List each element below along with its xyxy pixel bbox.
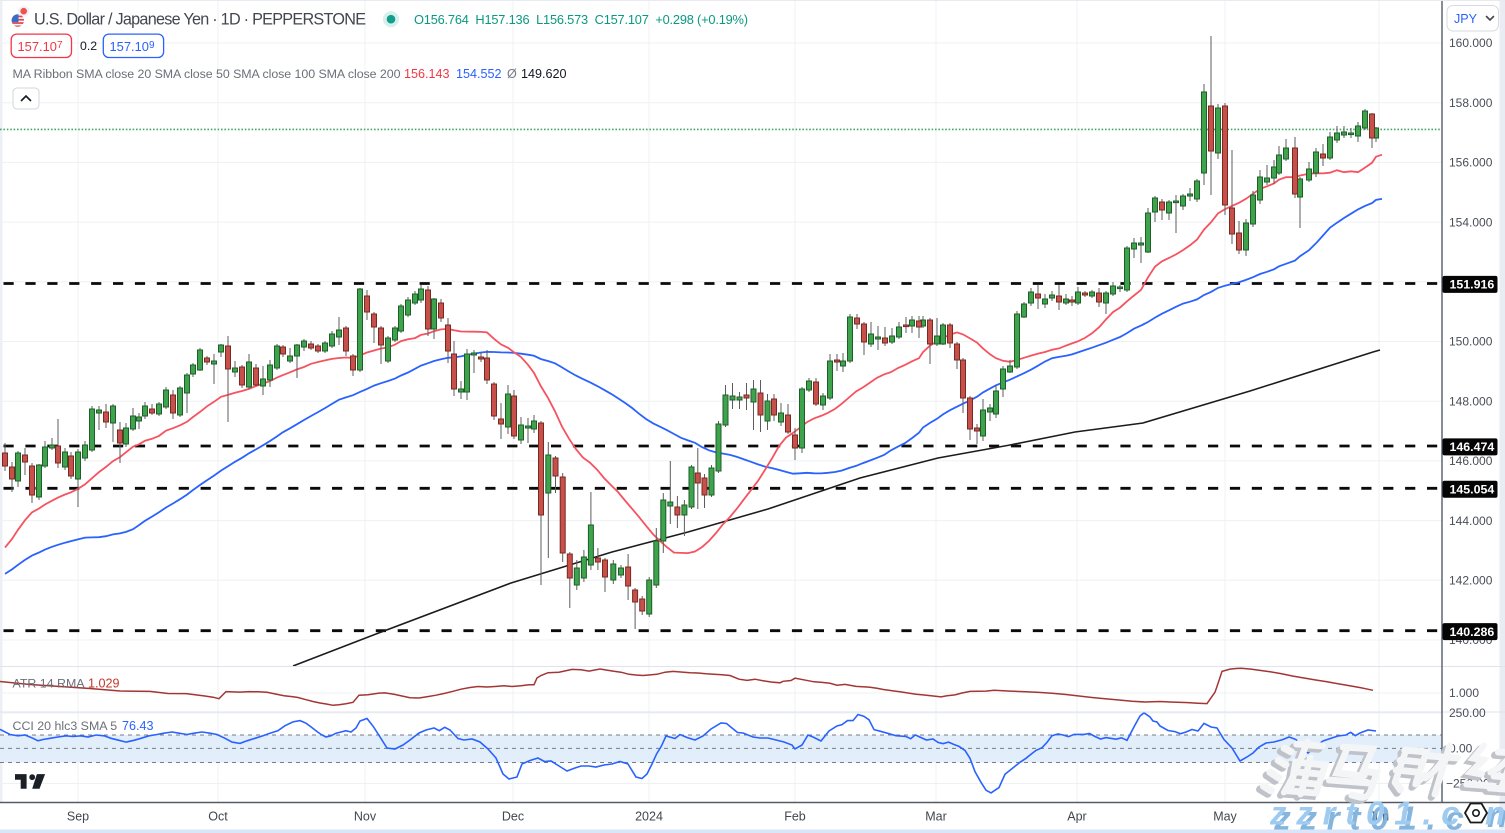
svg-text:145.054: 145.054 (1450, 483, 1495, 497)
svg-text:Feb: Feb (784, 810, 806, 824)
svg-text:160.000: 160.000 (1449, 36, 1493, 50)
svg-text:Ø: Ø (507, 67, 517, 81)
svg-text:n: n (1487, 797, 1505, 833)
svg-text:Oct: Oct (208, 810, 228, 824)
svg-text:154.000: 154.000 (1449, 215, 1493, 229)
svg-text:Dec: Dec (502, 810, 524, 824)
svg-text:1.000: 1.000 (1449, 686, 1479, 700)
svg-text:U.S. Dollar / Japanese Yen · 1: U.S. Dollar / Japanese Yen · 1D · PEPPER… (34, 11, 366, 29)
svg-text:CCI 20 hlc3 SMA 5: CCI 20 hlc3 SMA 5 (13, 719, 118, 733)
svg-text:9: 9 (149, 40, 155, 51)
svg-text:Jun: Jun (1369, 810, 1389, 824)
svg-text:157.10: 157.10 (18, 39, 57, 54)
svg-text:142.000: 142.000 (1449, 574, 1493, 588)
svg-text:zzrt01.c: zzrt01.c (1273, 800, 1473, 833)
svg-text:MA Ribbon SMA close 20 SMA clo: MA Ribbon SMA close 20 SMA close 50 SMA … (13, 67, 401, 81)
svg-text:ATR 14 RMA: ATR 14 RMA (13, 677, 86, 691)
svg-text:Apr: Apr (1067, 810, 1086, 824)
svg-text:144.000: 144.000 (1449, 514, 1493, 528)
svg-text:O156.764 H157.136 L156.573: O156.764 H157.136 L156.573 C157.107 +0.2… (414, 12, 748, 27)
svg-text:Nov: Nov (354, 810, 377, 824)
svg-text:Mar: Mar (925, 810, 947, 824)
svg-text:149.620: 149.620 (521, 67, 567, 81)
svg-text:146.000: 146.000 (1449, 454, 1493, 468)
svg-text:1.029: 1.029 (88, 677, 120, 691)
svg-text:250.00: 250.00 (1449, 706, 1486, 720)
svg-text:Sep: Sep (67, 810, 89, 824)
svg-text:0.00: 0.00 (1449, 742, 1473, 756)
svg-text:0.2: 0.2 (80, 39, 97, 53)
svg-text:7: 7 (57, 40, 63, 51)
svg-text:n: n (1485, 795, 1505, 832)
svg-text:May: May (1213, 810, 1237, 824)
svg-text:zzrt01.c: zzrt01.c (1269, 795, 1469, 832)
svg-text:2024: 2024 (635, 810, 663, 824)
svg-text:146.474: 146.474 (1450, 440, 1495, 454)
svg-text:157.10: 157.10 (110, 39, 149, 54)
svg-text:150.000: 150.000 (1449, 335, 1493, 349)
svg-text:158.000: 158.000 (1449, 96, 1493, 110)
svg-text:140.286: 140.286 (1450, 625, 1495, 639)
svg-text:156.143: 156.143 (404, 67, 450, 81)
svg-text:151.916: 151.916 (1450, 278, 1495, 292)
svg-text:156.000: 156.000 (1449, 156, 1493, 170)
svg-text:154.552: 154.552 (456, 67, 502, 81)
svg-text:76.43: 76.43 (122, 719, 154, 733)
svg-text:148.000: 148.000 (1449, 394, 1493, 408)
svg-text:JPY: JPY (1454, 12, 1478, 26)
